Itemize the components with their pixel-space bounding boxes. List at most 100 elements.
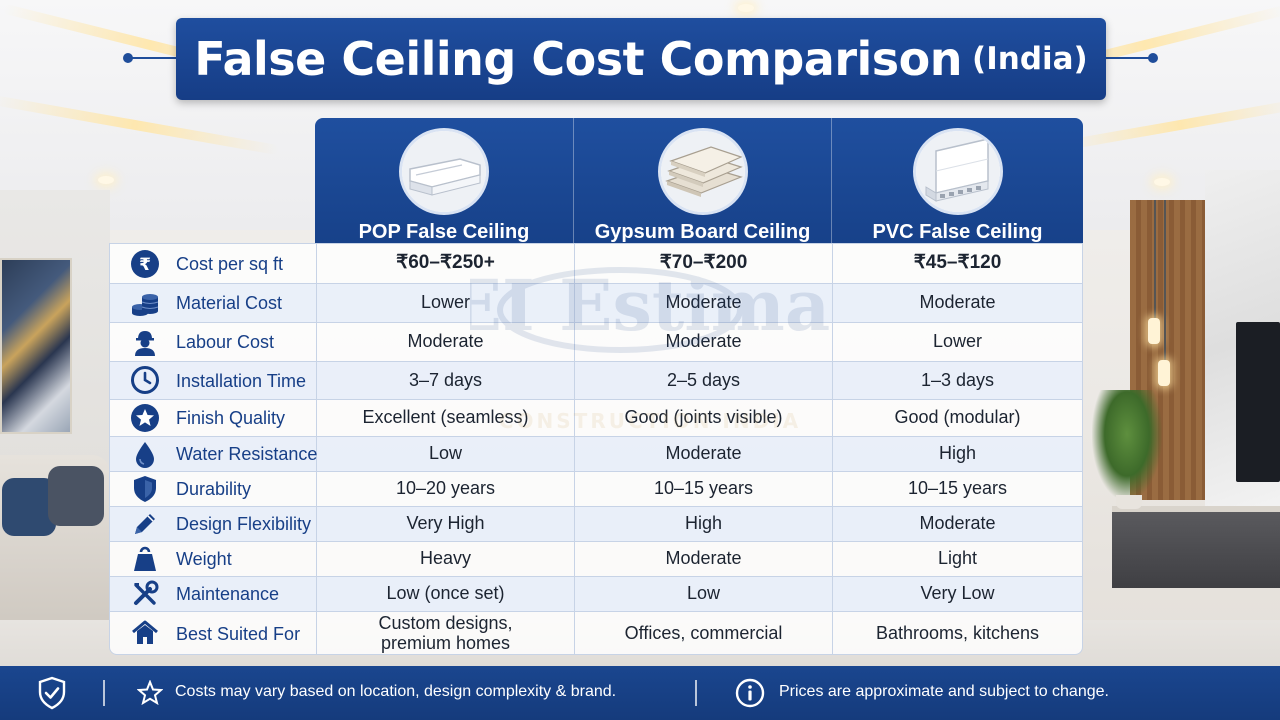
worker-icon bbox=[130, 327, 160, 357]
star-icon bbox=[130, 403, 160, 433]
table-row: Weight Heavy Moderate Light bbox=[110, 542, 1082, 576]
row-divider bbox=[110, 283, 1082, 284]
row-label-cell: Material Cost bbox=[110, 284, 316, 322]
shield-check-icon bbox=[36, 676, 68, 710]
row-label: Labour Cost bbox=[176, 332, 275, 352]
water-drop-icon bbox=[130, 439, 160, 469]
table-row: Water Resistance Low Moderate High bbox=[110, 437, 1082, 471]
cell-pvc: Moderate bbox=[832, 284, 1082, 322]
page-title: False Ceiling Cost Comparison bbox=[194, 32, 963, 86]
pendant-cord bbox=[1154, 200, 1156, 320]
column-header-pvc: PVC False Ceiling bbox=[831, 118, 1083, 244]
tv bbox=[1236, 322, 1280, 482]
column-label: POP False Ceiling bbox=[358, 221, 530, 243]
table-row: Labour Cost Moderate Moderate Lower bbox=[110, 323, 1082, 361]
row-label-cell: Finish Quality bbox=[110, 400, 316, 436]
comparison-table: ₹ Cost per sq ft ₹60–₹250+ ₹70–₹200 ₹45–… bbox=[109, 243, 1083, 655]
coins-icon bbox=[130, 288, 160, 318]
pendant-cord bbox=[1164, 200, 1166, 360]
row-label-cell: Design Flexibility bbox=[110, 507, 316, 541]
row-divider bbox=[110, 399, 1082, 400]
cell-gypsum: Low bbox=[574, 577, 832, 611]
table-header: POP False Ceiling Gypsum Board Ceiling bbox=[315, 118, 1083, 244]
column-label: Gypsum Board Ceiling bbox=[594, 221, 811, 243]
cell-pop: 10–20 years bbox=[316, 472, 574, 506]
footer-divider bbox=[695, 680, 697, 706]
wall-painting bbox=[0, 258, 72, 434]
row-divider bbox=[110, 322, 1082, 323]
row-label: Design Flexibility bbox=[176, 514, 312, 534]
cell-pop: Low (once set) bbox=[316, 577, 574, 611]
footer-note-right: Prices are approximate and subject to ch… bbox=[779, 683, 1109, 700]
table-row: Maintenance Low (once set) Low Very Low bbox=[110, 577, 1082, 611]
cell-pop: 3–7 days bbox=[316, 362, 574, 399]
cell-pvc: Light bbox=[832, 542, 1082, 576]
table-row: ₹ Cost per sq ft ₹60–₹250+ ₹70–₹200 ₹45–… bbox=[110, 244, 1082, 283]
cell-pop: Moderate bbox=[316, 323, 574, 361]
cell-gypsum: Moderate bbox=[574, 323, 832, 361]
row-label: Installation Time bbox=[176, 371, 307, 391]
row-label: Weight bbox=[176, 549, 232, 569]
row-label-cell: Maintenance bbox=[110, 577, 316, 611]
cornice-molding-icon bbox=[399, 128, 489, 215]
footer-note-left: Costs may vary based on location, design… bbox=[175, 683, 617, 700]
cell-gypsum: ₹70–₹200 bbox=[574, 244, 832, 283]
row-label: Cost per sq ft bbox=[176, 254, 284, 274]
row-label-cell: Weight bbox=[110, 542, 316, 576]
cell-pvc: High bbox=[832, 437, 1082, 471]
page-title-suffix: (India) bbox=[972, 41, 1088, 77]
cell-pvc: Bathrooms, kitchens bbox=[832, 612, 1082, 655]
row-divider bbox=[110, 506, 1082, 507]
cell-gypsum: 10–15 years bbox=[574, 472, 832, 506]
cell-gypsum: Good (joints visible) bbox=[574, 400, 832, 436]
row-label: Material Cost bbox=[176, 293, 283, 313]
footer-bar: Costs may vary based on location, design… bbox=[0, 666, 1280, 720]
shield-icon bbox=[130, 474, 160, 504]
cell-pop: Custom designs, premium homes bbox=[316, 612, 574, 655]
footer-divider bbox=[103, 680, 105, 706]
cell-pvc: Very Low bbox=[832, 577, 1082, 611]
row-divider bbox=[110, 541, 1082, 542]
rupee-icon: ₹ bbox=[130, 249, 160, 279]
tools-icon bbox=[130, 579, 160, 609]
cell-gypsum: High bbox=[574, 507, 832, 541]
table-row: Design Flexibility Very High High Modera… bbox=[110, 507, 1082, 541]
row-label-cell: Durability bbox=[110, 472, 316, 506]
row-divider bbox=[110, 436, 1082, 437]
cell-gypsum: Moderate bbox=[574, 437, 832, 471]
cell-pvc: 10–15 years bbox=[832, 472, 1082, 506]
downlight bbox=[1154, 178, 1170, 186]
row-label-cell: Best Suited For bbox=[110, 612, 316, 655]
svg-text:₹: ₹ bbox=[139, 255, 151, 275]
row-label-cell: Installation Time bbox=[110, 362, 316, 399]
cell-gypsum: 2–5 days bbox=[574, 362, 832, 399]
row-label: Durability bbox=[176, 479, 252, 499]
pillow bbox=[48, 466, 104, 526]
column-header-pop: POP False Ceiling bbox=[315, 118, 573, 244]
table-row: Finish Quality Excellent (seamless) Good… bbox=[110, 400, 1082, 436]
row-label: Finish Quality bbox=[176, 408, 286, 428]
title-line-left bbox=[130, 57, 178, 59]
cell-pop: Very High bbox=[316, 507, 574, 541]
vase bbox=[1116, 495, 1142, 509]
clock-icon bbox=[130, 365, 160, 395]
downlight bbox=[98, 176, 114, 184]
table-row: Material Cost Lower Moderate Moderate bbox=[110, 284, 1082, 322]
column-header-gypsum: Gypsum Board Ceiling bbox=[573, 118, 831, 244]
cell-pop: ₹60–₹250+ bbox=[316, 244, 574, 283]
column-label: PVC False Ceiling bbox=[872, 221, 1043, 243]
cell-pvc: 1–3 days bbox=[832, 362, 1082, 399]
cell-pvc: Good (modular) bbox=[832, 400, 1082, 436]
row-divider bbox=[110, 576, 1082, 577]
cell-pop: Lower bbox=[316, 284, 574, 322]
row-divider bbox=[110, 611, 1082, 612]
pillow bbox=[2, 478, 56, 536]
row-divider bbox=[110, 361, 1082, 362]
table-row: Best Suited For Custom designs, premium … bbox=[110, 612, 1082, 655]
tv-cabinet bbox=[1112, 506, 1280, 588]
row-label-cell: Labour Cost bbox=[110, 323, 316, 361]
cell-pvc: Moderate bbox=[832, 507, 1082, 541]
cell-pvc: ₹45–₹120 bbox=[832, 244, 1082, 283]
title-dot-left bbox=[123, 53, 133, 63]
title-line-right bbox=[1104, 57, 1152, 59]
